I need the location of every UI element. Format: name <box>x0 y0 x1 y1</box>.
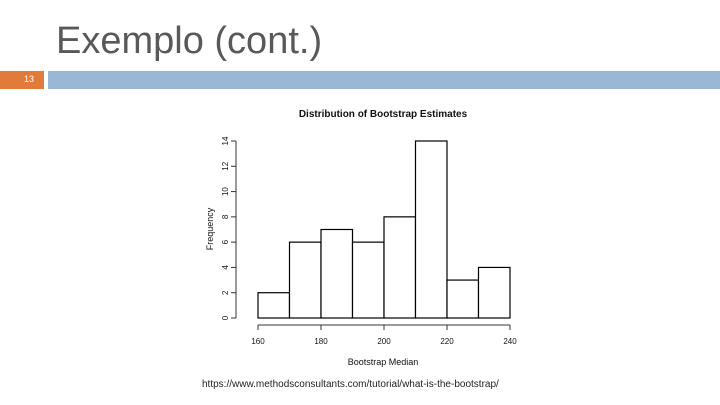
histogram-bar <box>446 279 480 319</box>
page-number: 13 <box>24 74 35 84</box>
x-tick-label: 220 <box>440 337 454 346</box>
x-tick-label: 180 <box>314 337 328 346</box>
source-link-text: https://www.methodsconsultants.com/tutor… <box>202 379 499 390</box>
y-tick-label: 12 <box>221 161 230 170</box>
histogram-bar <box>351 241 385 319</box>
x-tick-label: 200 <box>377 337 391 346</box>
y-tick-label: 8 <box>221 214 230 219</box>
y-axis: 0 2 4 6 8 10 12 14 <box>221 136 237 320</box>
histogram-bar <box>383 216 417 319</box>
x-axis: 160 180 200 220 240 <box>251 324 517 346</box>
header-divider-bar <box>48 71 720 89</box>
histogram-bar <box>320 228 354 319</box>
y-tick-label: 0 <box>221 315 230 320</box>
x-axis-label: Bootstrap Median <box>348 357 419 367</box>
y-tick-label: 14 <box>221 136 230 145</box>
y-axis-label: Frequency <box>205 207 215 250</box>
bars <box>257 140 511 319</box>
x-tick-label: 240 <box>503 337 517 346</box>
histogram-bar <box>288 241 322 319</box>
page-number-bar <box>0 71 44 89</box>
histogram-bar <box>477 266 511 319</box>
histogram-bar <box>257 292 291 319</box>
y-tick-label: 2 <box>221 290 230 295</box>
y-tick-label: 6 <box>221 239 230 244</box>
y-tick-label: 10 <box>221 187 230 196</box>
slide-title: Exemplo (cont.) <box>56 20 323 62</box>
histogram-bar <box>414 140 448 319</box>
y-tick-label: 4 <box>221 265 230 270</box>
x-tick-label: 160 <box>251 337 265 346</box>
chart-title: Distribution of Bootstrap Estimates <box>299 109 468 120</box>
